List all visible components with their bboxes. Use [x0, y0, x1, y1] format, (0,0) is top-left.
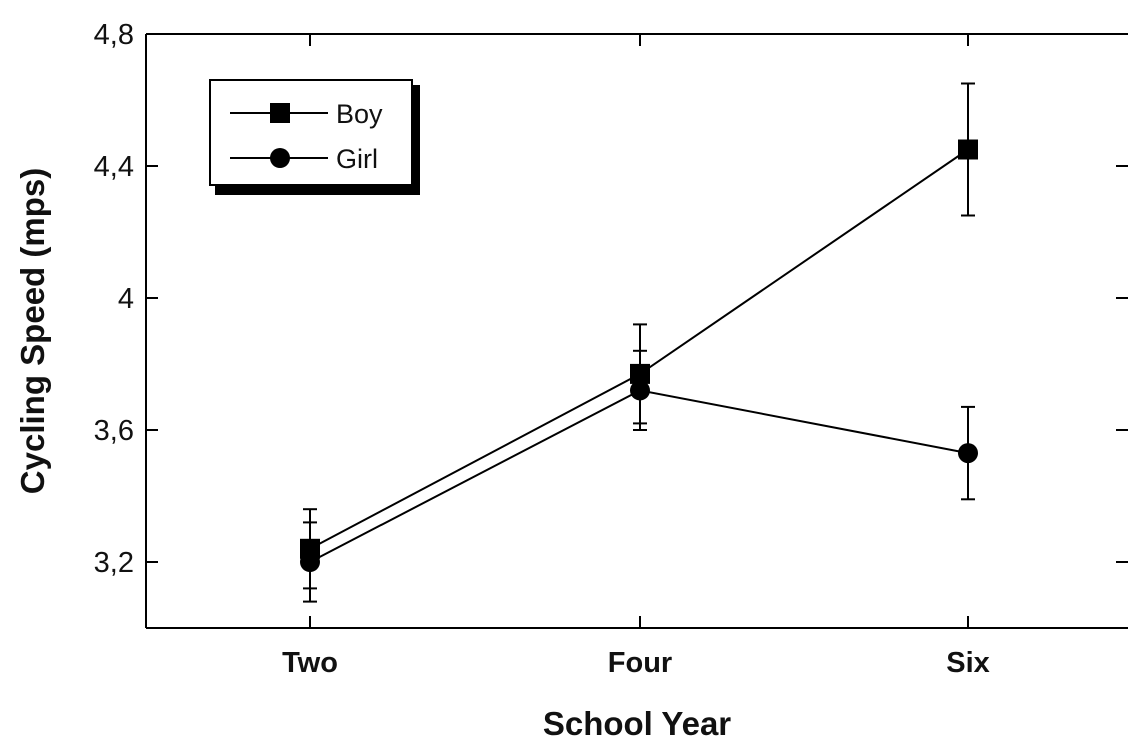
legend-box [209, 79, 413, 186]
legend-marker-circle [270, 148, 290, 168]
x-axis-title: School Year [543, 705, 731, 740]
y-tick-label: 4,8 [94, 19, 134, 51]
data-point-circle [300, 552, 320, 572]
data-point-circle [958, 443, 978, 464]
legend-marker-square [270, 103, 290, 123]
legend-label: Girl [336, 144, 378, 174]
y-tick-label: 3,2 [94, 547, 134, 579]
y-tick-label: 4 [118, 283, 134, 315]
y-tick-label: 4,4 [94, 151, 134, 183]
series-layer [300, 82, 978, 603]
x-ticks: Two Four Six [282, 34, 990, 679]
x-tick-label: Six [946, 647, 990, 679]
data-point-square [958, 139, 978, 160]
legend: Boy Girl [209, 79, 420, 195]
legend-items: Boy Girl [230, 99, 383, 174]
x-tick-label: Two [282, 647, 338, 679]
series-girl [300, 349, 978, 603]
y-axis-title: Cycling Speed (mps) [14, 168, 51, 494]
y-tick-label: 3,6 [94, 415, 134, 447]
legend-label: Boy [336, 99, 383, 129]
x-tick-label: Four [608, 647, 672, 679]
data-point-circle [630, 380, 650, 401]
y-ticks: 3,2 3,6 4 4,4 4,8 [94, 19, 1128, 579]
